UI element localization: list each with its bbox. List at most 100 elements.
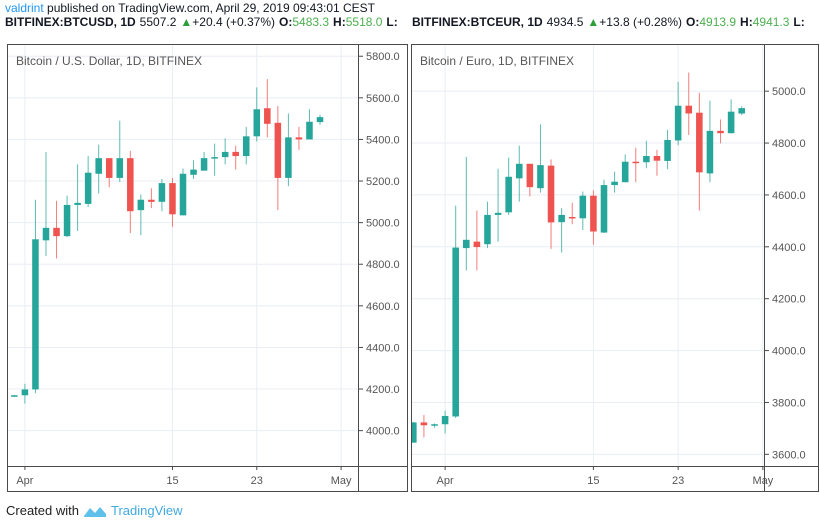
candle-up [316, 114, 324, 125]
open-group: O:5483.3 [279, 16, 329, 29]
candle-body [116, 158, 124, 178]
candle-down [264, 79, 271, 138]
price-tick-label: 5600.0 [366, 93, 400, 105]
price-tick-label: 4200.0 [772, 294, 806, 306]
candle-down [632, 147, 640, 183]
candle-body [611, 181, 618, 186]
candle-up [558, 208, 565, 253]
candle-body [558, 214, 565, 223]
candle-up [674, 81, 682, 146]
candle-body [431, 424, 438, 426]
candle-body [74, 202, 81, 205]
chart-svg[interactable]: 4000.0 4200.0 4400.0 4600.0 4800.0 5000.0 5200… [8, 45, 407, 491]
price-tick-label: 4000.0 [772, 346, 806, 358]
candle-body [452, 247, 459, 417]
plot-area [412, 45, 764, 466]
publish-text: published on TradingView.com, April 29, … [43, 1, 376, 15]
price-tick-label: 3800.0 [772, 397, 806, 409]
time-tick-label: 23 [251, 475, 263, 487]
candle-down [169, 177, 176, 227]
candle-up [253, 87, 261, 142]
high-label: H: [740, 15, 753, 29]
candle-body [568, 216, 576, 219]
created-with-text: Created with [6, 503, 79, 518]
candle-up [412, 421, 417, 443]
price-tick-label: 5800.0 [366, 51, 400, 63]
price-tick-label: 3600.0 [772, 449, 806, 461]
candle-up [706, 100, 714, 183]
candle-up [200, 151, 208, 171]
chart-svg[interactable]: 3600.0 3800.0 4000.0 4200.0 4400.0 4600.0 4800… [412, 45, 818, 491]
high-group: H:5518.0 [333, 16, 382, 29]
chart-btcusd[interactable]: 4000.0 4200.0 4400.0 4600.0 4800.0 5000.0 5200… [7, 44, 408, 492]
plot-area [8, 45, 358, 466]
candle-body [137, 199, 145, 211]
candle-up [579, 191, 587, 230]
candle-up [600, 179, 608, 234]
price-tick-label: 5400.0 [366, 134, 400, 146]
up-triangle-icon: ▲ [180, 15, 193, 29]
candle-down [547, 159, 555, 249]
candle-down [526, 163, 534, 197]
candle-body [537, 165, 544, 189]
candle-body [158, 183, 166, 202]
candle-down [696, 92, 703, 211]
candle-up [494, 168, 502, 242]
candle-body [579, 195, 587, 219]
candle-body [653, 156, 661, 161]
candle-up [95, 144, 102, 194]
candle-down [274, 106, 282, 211]
time-tick-label: May [753, 475, 774, 487]
price-tick-label: 4800.0 [366, 259, 400, 271]
candle-up [11, 394, 18, 397]
open-value: 5483.3 [292, 15, 330, 29]
candle-body [505, 176, 512, 213]
price-tick-label: 4600.0 [772, 190, 806, 202]
candle-body [95, 158, 102, 174]
candle-up [211, 143, 218, 176]
candle-down [105, 158, 113, 188]
candle-body [306, 121, 313, 140]
candle-body [169, 183, 176, 215]
candle-up [664, 129, 671, 170]
candle-up [463, 156, 470, 271]
candle-body [632, 161, 640, 164]
candle-up [32, 199, 39, 394]
candle-up [74, 164, 81, 231]
candle-down [590, 190, 597, 245]
candle-up [116, 120, 124, 183]
tradingview-logo-icon [83, 506, 106, 517]
chart-title: Bitcoin / Euro, 1D, BITFINEX [420, 54, 575, 68]
candle-up [611, 171, 618, 193]
chart-btceur[interactable]: 3600.0 3800.0 4000.0 4200.0 4400.0 4600.0 4800… [411, 44, 819, 492]
candle-up [452, 205, 459, 419]
open-label: O: [686, 15, 700, 29]
candle-body [621, 161, 629, 183]
candle-body [105, 158, 113, 178]
candle-down [568, 202, 576, 225]
candle-body [84, 172, 92, 204]
last-price: 5507.2 [139, 15, 177, 29]
candle-body [190, 169, 197, 175]
price-tick-label: 4400.0 [366, 342, 400, 354]
candle-body [412, 422, 417, 443]
time-tick-label: Apr [16, 475, 33, 487]
candle-body [221, 151, 229, 158]
price-tick-label: 5200.0 [366, 176, 400, 188]
candle-up [306, 109, 313, 140]
candle-up [285, 113, 292, 187]
tradingview-link[interactable]: TradingView [110, 503, 183, 518]
candle-body [148, 199, 155, 202]
candle-body [547, 165, 555, 223]
candle-body [484, 214, 491, 245]
legend-btcusd: BITFINEX:BTCUSD, 1D 5507.2 ▲+20.4 (+0.37… [5, 16, 405, 29]
candle-up [621, 154, 629, 183]
candle-up [84, 156, 92, 208]
candle-up [727, 99, 735, 134]
candle-up [190, 160, 197, 179]
author-link[interactable]: valdrint [5, 1, 44, 15]
candle-body [32, 239, 39, 390]
candle-up [484, 201, 491, 249]
candle-up [738, 106, 745, 116]
open-value: 4913.9 [699, 15, 737, 29]
